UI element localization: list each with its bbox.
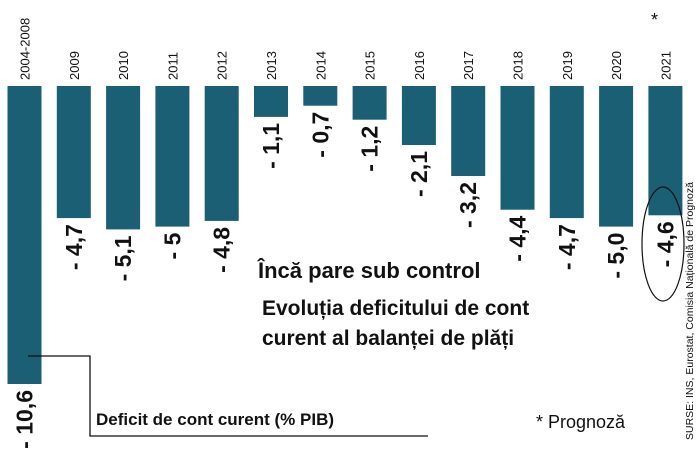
category-label: 2009 (67, 51, 82, 80)
value-label: - 5,0 (603, 233, 629, 279)
category-label: 2021 (658, 51, 673, 80)
bar-2015 (352, 86, 387, 120)
value-label: - 4,7 (554, 224, 580, 270)
bar-2012 (204, 86, 239, 221)
bar-2004-2008 (7, 86, 42, 384)
value-label: - 0,7 (307, 112, 333, 158)
value-label: - 10,6 (12, 390, 38, 449)
legend-series-label: Deficit de cont curent (% PIB) (96, 410, 334, 429)
chart-title: Încă pare sub control (257, 258, 481, 283)
chart-subtitle-line2: curent al balanței de plăți (262, 327, 514, 350)
value-label: - 4,8 (209, 227, 235, 273)
category-labels-group: 2004-2008 2009 2010 2011 2012 2013 2014 2015 201… (18, 18, 674, 80)
bar-2017 (451, 86, 486, 176)
value-label: - 3,2 (455, 182, 481, 228)
category-label: 2015 (363, 51, 378, 80)
value-label: - 2,1 (406, 151, 432, 197)
value-label: - 5,1 (110, 235, 136, 281)
value-label: - 5 (159, 232, 185, 259)
category-label: 2013 (264, 51, 279, 80)
bar-2021 (648, 86, 683, 216)
value-labels-group: - 10,6- 4,7- 5,1- 5- 4,8- 1,1- 0,7- 1,2-… (12, 112, 679, 449)
bar-2014 (303, 86, 338, 106)
category-label: 2011 (165, 52, 180, 80)
category-label: 2019 (560, 51, 575, 80)
bar-2011 (155, 86, 190, 227)
forecast-star-marker: * (651, 10, 658, 30)
source-note: SURSE: INS, Eurostat, Comisia Națională … (684, 182, 696, 440)
value-label: - 4,4 (505, 216, 531, 262)
bar-2009 (56, 86, 91, 219)
category-label: 2020 (609, 51, 624, 80)
category-label: 2016 (412, 51, 427, 80)
category-label: 2017 (461, 51, 476, 80)
bar-2018 (500, 86, 535, 210)
bar-2020 (599, 86, 634, 227)
bar-2019 (549, 86, 584, 219)
bar-2010 (106, 86, 141, 230)
bar-2013 (254, 86, 288, 117)
value-label: - 1,2 (357, 126, 383, 172)
legend-leader-line (28, 355, 428, 437)
category-label: 2010 (116, 51, 131, 80)
category-label: 2012 (215, 51, 230, 80)
category-label: 2014 (313, 51, 328, 80)
chart-subtitle-line1: Evoluția deficitului de cont (262, 297, 529, 320)
category-label: 2004-2008 (18, 18, 33, 80)
forecast-note: * Prognoză (536, 412, 626, 432)
forecast-highlight-ellipse (641, 186, 685, 302)
value-label: - 4,6 (652, 221, 678, 267)
bar-2016 (401, 86, 436, 145)
category-label: 2018 (511, 51, 526, 80)
bars-group (7, 86, 683, 384)
value-label: - 1,1 (258, 123, 284, 169)
value-label: - 4,7 (61, 224, 87, 270)
